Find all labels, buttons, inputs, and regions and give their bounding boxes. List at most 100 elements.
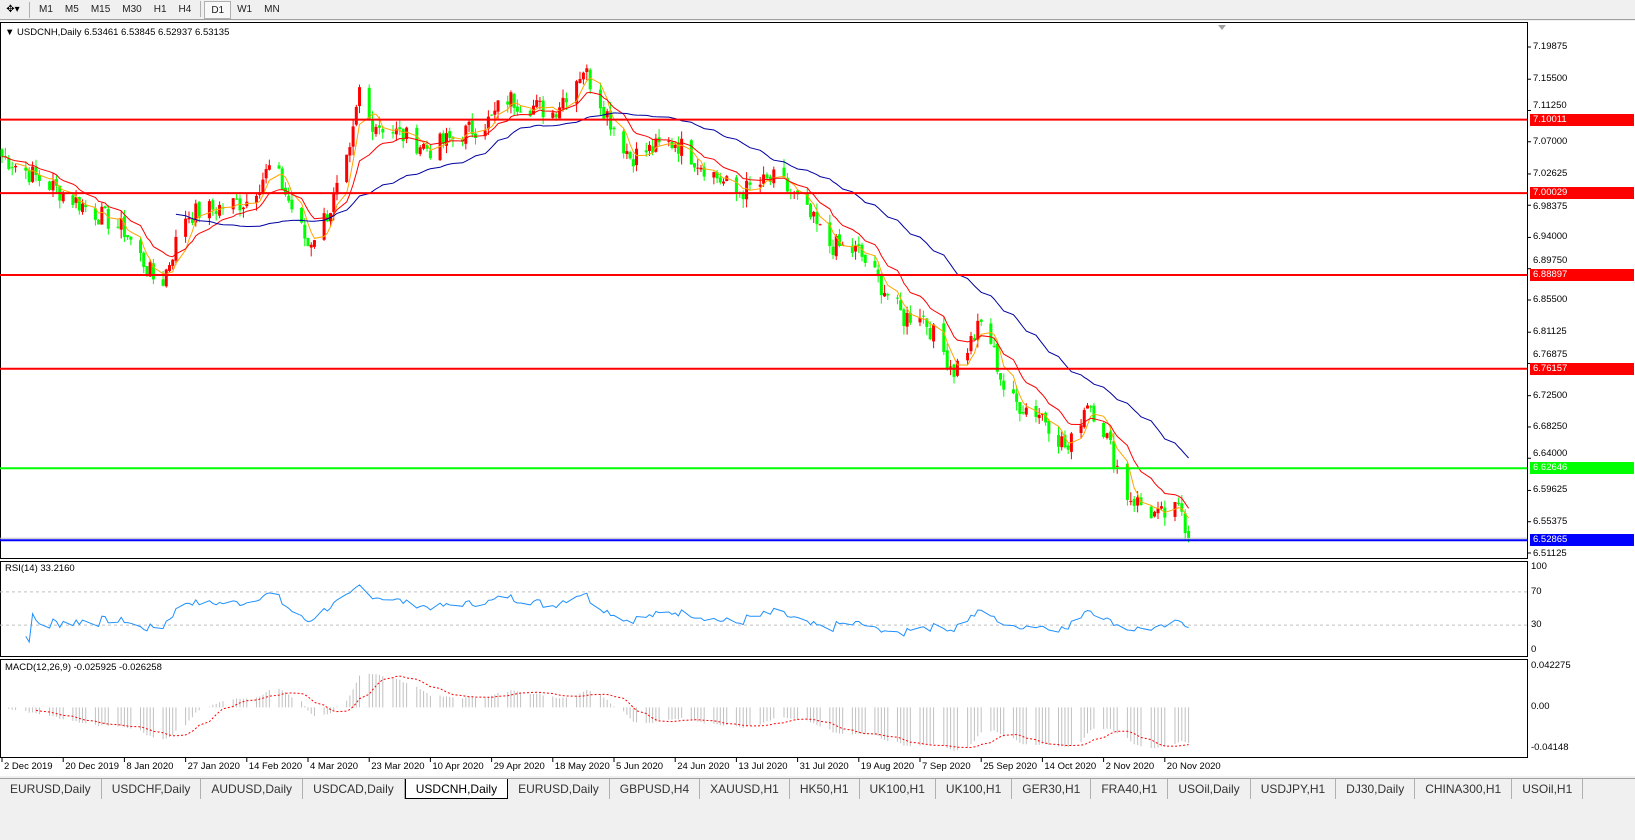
rsi-tick-label: 100 bbox=[1531, 561, 1547, 572]
chart-tab[interactable]: UK100,H1 bbox=[860, 779, 936, 799]
rsi-line bbox=[25, 584, 1189, 644]
bull-candle bbox=[261, 179, 265, 193]
price-tick-label: 7.11250 bbox=[1533, 99, 1567, 111]
date-axis-label: 23 Mar 2020 bbox=[371, 761, 425, 772]
bear-candle bbox=[381, 129, 385, 133]
level-price-label[interactable]: 6.62646 bbox=[1530, 462, 1634, 475]
timeframe-m5[interactable]: M5 bbox=[64, 3, 79, 15]
ma-slow-line bbox=[175, 112, 1189, 459]
chart-tab[interactable]: USDCNH,Daily bbox=[404, 779, 509, 799]
chart-tab[interactable]: USDCHF,Daily bbox=[102, 779, 202, 799]
chart-tab[interactable]: GBPUSD,H4 bbox=[610, 779, 701, 799]
chart-tab[interactable]: USOil,Daily bbox=[1168, 779, 1251, 799]
timeframe-d1[interactable]: D1 bbox=[204, 0, 232, 19]
bear-candle bbox=[863, 254, 867, 263]
timeframe-m15[interactable]: M15 bbox=[90, 3, 111, 15]
bull-candle bbox=[81, 203, 85, 213]
ma-mid-line bbox=[1, 91, 1190, 509]
chart-tab[interactable]: USOil,H1 bbox=[1512, 779, 1584, 799]
bear-candle bbox=[879, 275, 883, 296]
bear-candle bbox=[928, 328, 932, 340]
chart-tab[interactable]: EURUSD,Daily bbox=[508, 779, 610, 799]
chart-window[interactable]: ▼ USDCNH,Daily 6.53461 6.53845 6.52937 6… bbox=[0, 21, 1635, 776]
bull-candle bbox=[332, 193, 336, 213]
bear-candle bbox=[277, 165, 281, 169]
bear-candle bbox=[644, 150, 648, 153]
level-price-label[interactable]: 6.88897 bbox=[1530, 268, 1634, 281]
bear-candle bbox=[1044, 412, 1048, 423]
macd-signal-line bbox=[35, 675, 1189, 749]
bull-candle bbox=[231, 198, 235, 210]
bull-candle bbox=[654, 138, 658, 152]
bear-candle bbox=[151, 263, 155, 280]
chart-tab[interactable]: UK100,H1 bbox=[936, 779, 1013, 799]
bull-candle bbox=[696, 167, 700, 169]
collapse-triangle-icon[interactable]: ▼ bbox=[5, 27, 18, 38]
chart-tab[interactable]: AUDUSD,Daily bbox=[201, 779, 304, 799]
bear-candle bbox=[470, 120, 474, 135]
price-tick-label: 7.07000 bbox=[1533, 135, 1568, 147]
bull-candle bbox=[575, 81, 579, 104]
bull-candle bbox=[100, 206, 104, 225]
chart-tab[interactable]: EURUSD,Daily bbox=[0, 779, 102, 799]
timeframe-m30[interactable]: M30 bbox=[122, 3, 142, 15]
bear-candle bbox=[0, 149, 4, 157]
bull-candle bbox=[358, 87, 362, 107]
chart-tab[interactable]: XAUUSD,H1 bbox=[700, 779, 790, 799]
timeframe-m1[interactable]: M1 bbox=[39, 3, 53, 15]
bull-candle bbox=[1136, 497, 1140, 506]
chart-tab[interactable]: FRA40,H1 bbox=[1091, 779, 1169, 799]
level-price-label[interactable]: 7.00029 bbox=[1530, 187, 1634, 200]
chart-canvas[interactable] bbox=[0, 21, 1635, 776]
bear-candle bbox=[367, 87, 371, 119]
bear-candle bbox=[48, 181, 52, 190]
macd-panel-frame bbox=[0, 659, 1528, 758]
price-tick-label: 6.89750 bbox=[1533, 254, 1568, 266]
date-axis-label: 10 Apr 2020 bbox=[432, 761, 484, 772]
bull-candle bbox=[1060, 436, 1064, 448]
bull-candle bbox=[1159, 506, 1163, 509]
level-price-label[interactable]: 6.52865 bbox=[1530, 534, 1634, 547]
bear-candle bbox=[197, 201, 201, 218]
bear-candle bbox=[693, 163, 697, 168]
bull-candle bbox=[1079, 425, 1083, 434]
level-price-label[interactable]: 6.76157 bbox=[1530, 362, 1634, 375]
chart-tab[interactable]: USDJPY,H1 bbox=[1251, 779, 1337, 799]
bear-candle bbox=[1002, 380, 1006, 390]
bear-candle bbox=[461, 138, 465, 142]
bear-candle bbox=[1021, 412, 1025, 414]
bull-candle bbox=[905, 313, 909, 327]
rsi-tick-label: 70 bbox=[1531, 585, 1542, 597]
bear-candle bbox=[1180, 503, 1184, 512]
level-price-label[interactable]: 7.10011 bbox=[1530, 113, 1634, 126]
bear-candle bbox=[972, 337, 976, 340]
chart-shift-marker-icon bbox=[1218, 25, 1226, 30]
bull-candle bbox=[1105, 433, 1109, 438]
macd-tick-label: 0.042275 bbox=[1531, 660, 1571, 671]
bear-candle bbox=[805, 192, 809, 205]
price-tick-label: 6.94000 bbox=[1533, 231, 1568, 243]
date-axis-label: 20 Dec 2019 bbox=[65, 761, 120, 772]
bear-candle bbox=[999, 373, 1003, 380]
chart-tab[interactable]: USDCAD,Daily bbox=[303, 779, 405, 799]
rsi-panel-frame bbox=[0, 561, 1528, 657]
chart-tab[interactable]: GER30,H1 bbox=[1012, 779, 1092, 799]
crosshair-dropdown-icon[interactable]: ✥▾ bbox=[6, 4, 20, 15]
chart-tab[interactable]: CHINA300,H1 bbox=[1415, 779, 1513, 799]
chart-tab[interactable]: DJ30,Daily bbox=[1336, 779, 1416, 799]
bear-candle bbox=[925, 318, 929, 327]
bull-candle bbox=[148, 262, 152, 277]
bear-candle bbox=[782, 167, 786, 178]
bull-candle bbox=[699, 167, 703, 170]
bear-candle bbox=[676, 142, 680, 154]
timeframe-h1[interactable]: H1 bbox=[153, 3, 167, 15]
bear-candle bbox=[519, 111, 523, 113]
bull-candle bbox=[467, 121, 471, 125]
timeframe-mn[interactable]: MN bbox=[264, 3, 280, 15]
bear-candle bbox=[837, 234, 841, 247]
bear-candle bbox=[103, 206, 107, 209]
bull-candle bbox=[1115, 465, 1119, 467]
chart-tab[interactable]: HK50,H1 bbox=[790, 779, 860, 799]
timeframe-h4[interactable]: H4 bbox=[178, 3, 192, 15]
timeframe-w1[interactable]: W1 bbox=[237, 3, 253, 15]
